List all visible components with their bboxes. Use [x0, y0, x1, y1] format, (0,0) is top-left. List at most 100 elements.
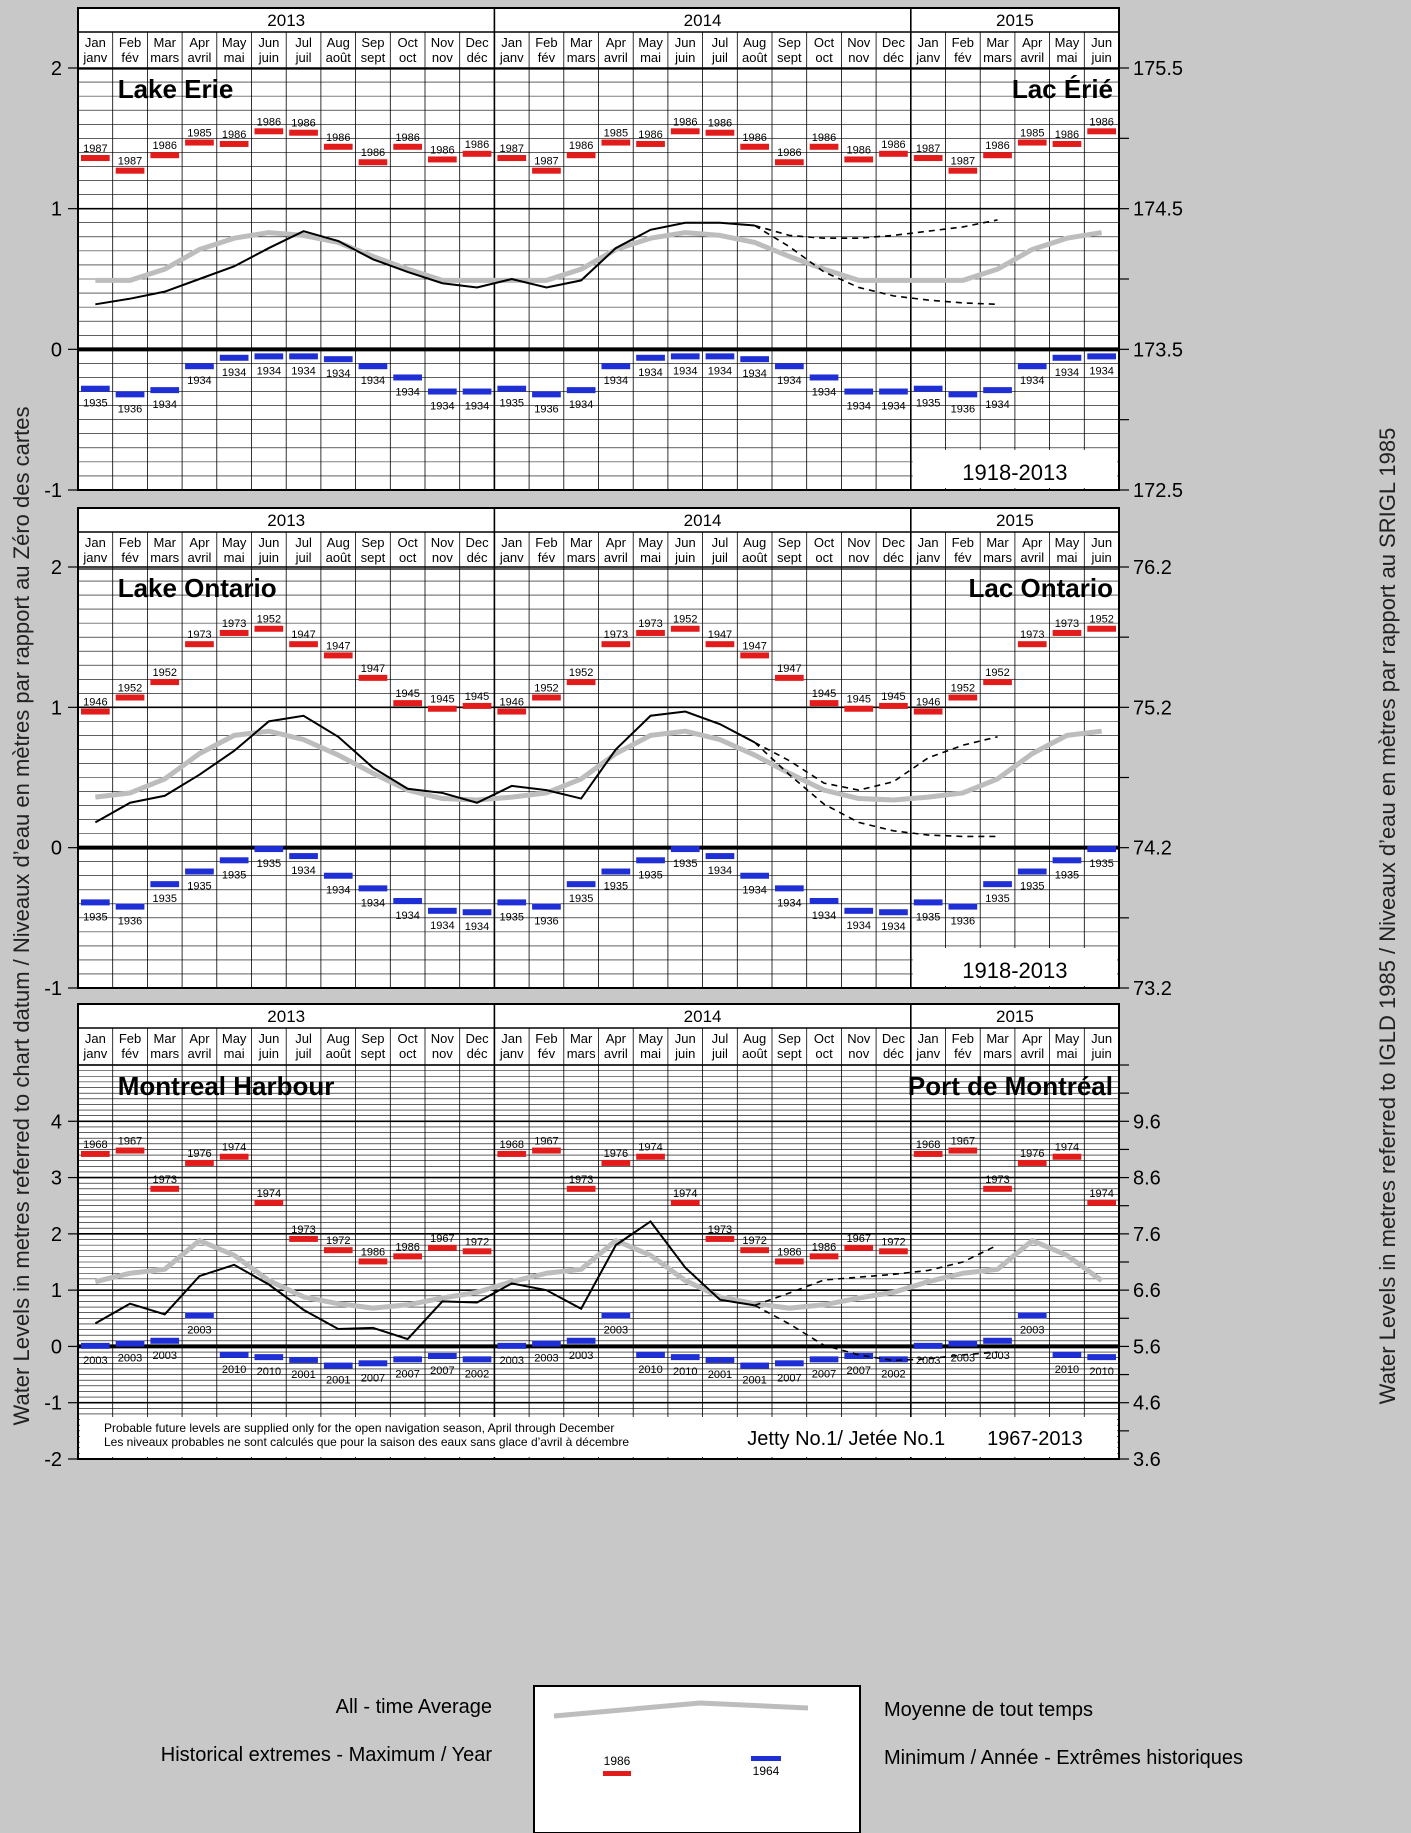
month-label-fr: oct — [399, 50, 417, 65]
month-label-fr: mai — [640, 1046, 661, 1061]
max-year-label: 1967 — [951, 1136, 975, 1148]
month-label-fr: sept — [777, 1046, 802, 1061]
max-marker — [358, 674, 388, 681]
max-year-label: 1985 — [1020, 128, 1044, 140]
max-year-label: 1945 — [847, 694, 871, 706]
min-year-label: 1934 — [708, 865, 732, 877]
forecast-high-line — [754, 736, 998, 791]
month-label-fr: juin — [674, 50, 695, 65]
min-year-label: 1935 — [1089, 858, 1113, 870]
month-label-en: Oct — [814, 35, 835, 50]
min-marker — [879, 1356, 908, 1363]
min-marker — [601, 363, 631, 370]
y-tick-label: 2 — [51, 58, 62, 80]
min-year-label: 1936 — [534, 916, 558, 928]
min-year-label: 2003 — [500, 1355, 524, 1367]
month-label-fr: fév — [954, 550, 972, 565]
y2-tick-label: 9.6 — [1133, 1111, 1161, 1133]
month-label-en: May — [638, 535, 663, 550]
month-label-fr: fév — [121, 1046, 139, 1061]
min-marker — [428, 388, 457, 395]
month-label-en: Mar — [154, 535, 177, 550]
min-marker — [705, 353, 735, 360]
max-marker — [323, 143, 353, 150]
y-tick-label: 0 — [51, 838, 62, 860]
min-year-label: 1934 — [395, 386, 419, 398]
min-year-label: 2007 — [395, 1368, 419, 1380]
max-year-label: 1986 — [812, 1241, 836, 1253]
max-year-label: 1947 — [708, 629, 732, 641]
min-year-label: 1934 — [430, 401, 454, 413]
max-year-label: 1973 — [604, 629, 628, 641]
month-label-en: Jun — [258, 35, 279, 50]
max-year-label: 1974 — [222, 1142, 246, 1154]
month-label-en: Nov — [431, 1031, 455, 1046]
max-marker — [705, 641, 735, 648]
month-label-fr: sept — [361, 550, 386, 565]
max-marker — [775, 159, 804, 166]
month-label-fr: juin — [1091, 50, 1112, 65]
month-label-en: May — [1055, 1031, 1080, 1046]
min-marker — [705, 1356, 735, 1363]
max-year-label: 1973 — [708, 1224, 732, 1236]
month-label-en: Jun — [1091, 35, 1112, 50]
max-marker — [740, 1247, 769, 1254]
y-tick-label: 2 — [51, 1224, 62, 1246]
min-year-label: 1935 — [985, 893, 1009, 905]
month-label-fr: juin — [258, 550, 279, 565]
period-label: 1918-2013 — [962, 958, 1067, 983]
min-year-label: 1934 — [777, 897, 801, 909]
min-year-label: 1934 — [847, 401, 871, 413]
min-marker — [532, 391, 561, 398]
max-marker — [809, 1253, 839, 1260]
min-year-label: 1936 — [118, 916, 142, 928]
min-marker — [462, 909, 492, 916]
max-marker — [740, 652, 769, 659]
month-label-fr: avril — [604, 50, 628, 65]
min-marker — [289, 1356, 318, 1363]
max-marker — [740, 143, 769, 150]
max-year-label: 1985 — [187, 128, 211, 140]
month-label-en: Jul — [295, 35, 312, 50]
max-year-label: 1947 — [326, 640, 350, 652]
min-marker — [1052, 857, 1082, 864]
month-label-fr: oct — [399, 1046, 417, 1061]
month-label-fr: mai — [1056, 550, 1077, 565]
max-marker — [115, 167, 145, 174]
month-label-fr: janv — [82, 550, 107, 565]
period-label: 1967-2013 — [987, 1428, 1083, 1450]
max-marker — [670, 128, 700, 135]
year-label: 2013 — [267, 11, 305, 30]
max-marker — [1087, 128, 1116, 135]
min-year-label: 2003 — [604, 1324, 628, 1336]
min-year-label: 1934 — [638, 367, 662, 379]
y2-tick-label: 174.5 — [1133, 199, 1183, 221]
max-marker — [809, 143, 839, 150]
month-label-en: Jan — [501, 1031, 522, 1046]
max-year-label: 1945 — [430, 694, 454, 706]
max-year-label: 1986 — [257, 116, 281, 128]
min-marker — [289, 353, 318, 360]
forecast-low-line — [754, 1304, 998, 1362]
max-year-label: 1986 — [361, 147, 385, 159]
min-marker — [81, 385, 110, 392]
month-label-en: Nov — [847, 535, 871, 550]
year-label: 2015 — [996, 11, 1034, 30]
month-label-fr: juin — [258, 50, 279, 65]
month-label-fr: mars — [983, 50, 1012, 65]
max-marker — [497, 1150, 527, 1157]
min-year-label: 2010 — [1055, 1364, 1079, 1376]
month-label-en: Jun — [258, 535, 279, 550]
max-year-label: 1973 — [1055, 618, 1079, 630]
max-marker — [1052, 629, 1082, 636]
max-marker — [670, 625, 700, 632]
min-year-label: 2003 — [534, 1353, 558, 1365]
max-marker — [150, 679, 180, 686]
y2-tick-label: 4.6 — [1133, 1393, 1161, 1415]
max-marker — [1017, 1159, 1047, 1166]
legend-average-swatch — [553, 1700, 809, 1719]
min-year-label: 1934 — [673, 365, 697, 377]
max-year-label: 1986 — [812, 132, 836, 144]
max-year-label: 1986 — [395, 132, 419, 144]
month-label-en: Feb — [952, 35, 974, 50]
